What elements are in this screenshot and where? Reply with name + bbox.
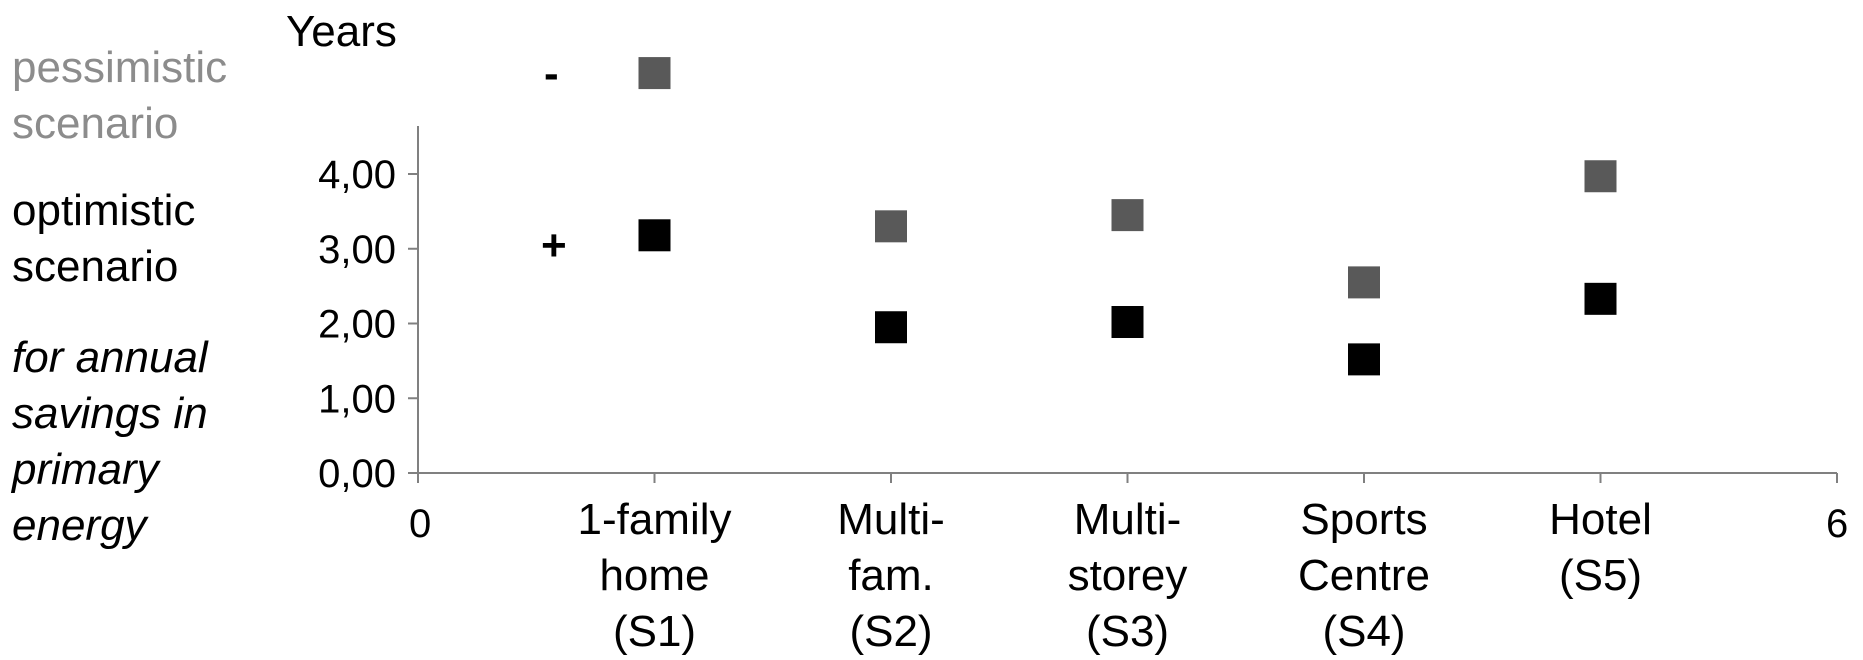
optimistic-point bbox=[875, 311, 907, 344]
optimistic-point bbox=[1111, 306, 1144, 339]
x-tick-label-start: 0 bbox=[409, 502, 432, 546]
y-tick-label: 3,00 bbox=[318, 228, 396, 272]
category-label: Hotel (S5) bbox=[1549, 495, 1652, 600]
category-label: Sports Centre (S4) bbox=[1297, 495, 1431, 656]
y-tick-label: 4,00 bbox=[318, 153, 396, 197]
pessimistic-point bbox=[1348, 266, 1380, 299]
plus-sign: + bbox=[541, 221, 567, 270]
optimistic-point bbox=[1584, 282, 1617, 315]
x-tick-label-end: 6 bbox=[1826, 502, 1849, 546]
minus-sign: - bbox=[544, 49, 559, 98]
pessimistic-point bbox=[1584, 160, 1617, 193]
pessimistic-point bbox=[1111, 199, 1144, 232]
pessimistic-point bbox=[875, 210, 907, 243]
category-label: 1-family home (S1) bbox=[577, 495, 732, 656]
y-tick-label: 0,00 bbox=[318, 452, 396, 496]
category-label: Multi- storey (S3) bbox=[1067, 495, 1188, 656]
legend-pessimistic: pessimistic scenario bbox=[12, 43, 228, 148]
legend-note: for annual savings in primary energy bbox=[12, 333, 208, 550]
category-label: Multi- fam. (S2) bbox=[837, 495, 945, 656]
y-tick-label: 2,00 bbox=[318, 303, 396, 347]
optimistic-point bbox=[1348, 343, 1380, 376]
y-tick-label: 1,00 bbox=[318, 377, 396, 421]
optimistic-point bbox=[638, 219, 671, 252]
y-axis-label: Years bbox=[286, 7, 397, 56]
pessimistic-point bbox=[638, 57, 671, 90]
legend-optimistic: optimistic scenario bbox=[12, 186, 196, 291]
